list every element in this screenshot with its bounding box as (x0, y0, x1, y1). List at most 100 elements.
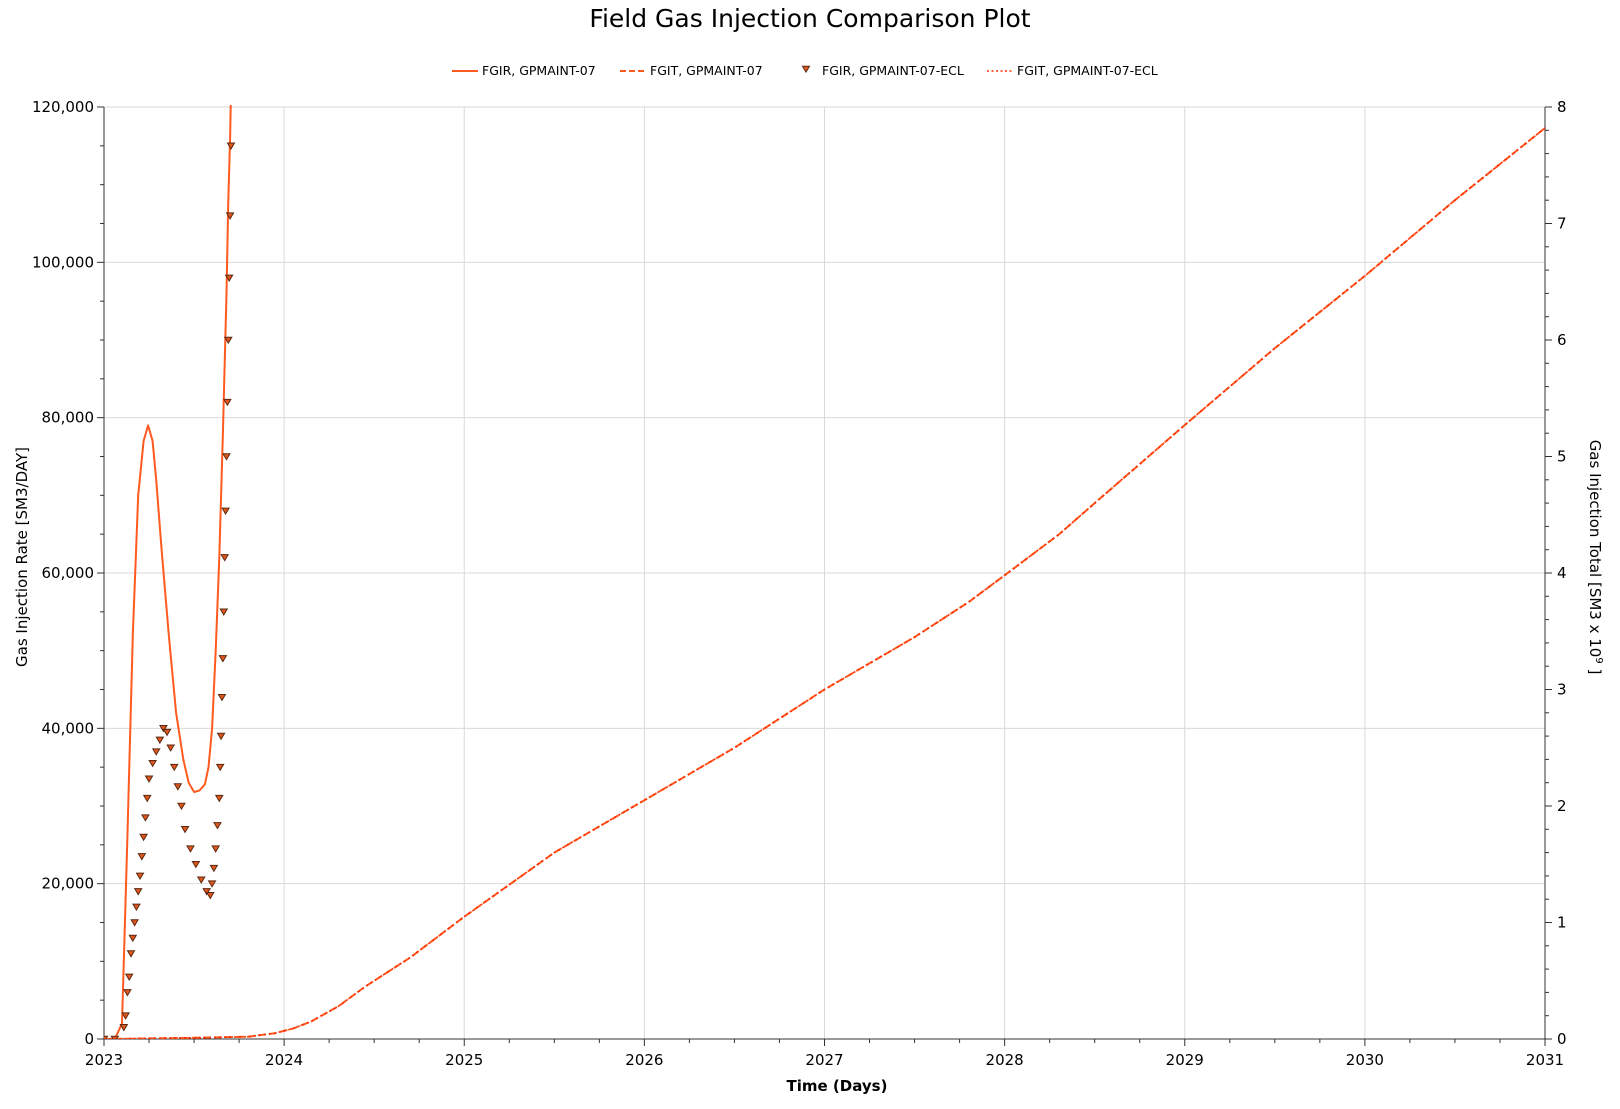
data-point-marker (132, 903, 141, 912)
y-right-tick-label: 8 (1557, 98, 1567, 116)
legend-item: FGIR, GPMAINT-07 (452, 63, 596, 78)
y-right-tick-label: 7 (1557, 215, 1567, 233)
x-tick-label: 2031 (1526, 1051, 1564, 1069)
data-point-marker (223, 336, 233, 345)
data-point-marker (226, 142, 236, 150)
data-point-marker (196, 876, 206, 884)
y-axis-right-title-main: Gas Injection Total [SM3 x 10 (1586, 440, 1604, 658)
data-point-marker (217, 693, 227, 702)
x-tick-label: 2026 (625, 1051, 663, 1069)
data-point-marker (148, 759, 158, 768)
y-left-tick-label: 120,000 (32, 98, 94, 116)
data-point-marker (207, 880, 217, 888)
legend-item: FGIT, GPMAINT-07 (620, 63, 763, 78)
y-right-tick-label: 6 (1557, 331, 1567, 349)
data-point-marker (141, 814, 150, 822)
series-3 (104, 142, 236, 1039)
legend-label: FGIT, GPMAINT-07-ECL (1017, 63, 1158, 78)
data-point-marker (213, 822, 222, 830)
x-tick-label: 2023 (85, 1051, 123, 1069)
data-point-marker (169, 763, 179, 772)
ticks: 2023 2024 2025 2026 2027 2028 2029 2030 2031020,… (32, 98, 1567, 1069)
data-point-marker (162, 728, 172, 737)
data-point-marker (133, 888, 143, 896)
y-axis-right-title-end: ] (1586, 664, 1604, 675)
data-point-marker (139, 833, 149, 842)
y-right-tick-label: 0 (1557, 1030, 1567, 1048)
data-point-marker (209, 864, 219, 873)
series-4 (104, 127, 1545, 1039)
data-point-marker (135, 872, 145, 881)
data-point-marker (221, 507, 230, 516)
x-tick-label: 2030 (1346, 1051, 1384, 1069)
data-point-marker (224, 274, 234, 283)
y-left-tick-label: 0 (84, 1030, 94, 1048)
data-point-marker (137, 853, 147, 861)
series-line (104, 127, 1545, 1039)
data-point-marker (121, 1012, 130, 1020)
y-axis-left-title: Gas Injection Rate [SM3/DAY] (13, 447, 31, 667)
data-point-marker (155, 736, 165, 745)
data-point-marker (215, 763, 225, 772)
legend-label: FGIR, GPMAINT-07-ECL (822, 63, 964, 78)
data-point-marker (144, 775, 154, 783)
legend: FGIR, GPMAINT-07 FGIT, GPMAINT-07 FGIR, GP… (452, 63, 1158, 78)
y-right-tick-label: 4 (1557, 564, 1567, 582)
data-point-marker (142, 794, 152, 803)
data-point-marker (159, 725, 168, 733)
data-point-marker (110, 1035, 120, 1039)
data-point-marker (218, 655, 228, 663)
data-point-marker (191, 860, 201, 869)
y-left-tick-label: 60,000 (42, 564, 95, 582)
x-tick-label: 2025 (445, 1051, 483, 1069)
data-point-marker (225, 212, 235, 220)
data-point-marker (186, 845, 195, 853)
data-point-marker (123, 989, 132, 997)
legend-label: FGIT, GPMAINT-07 (650, 63, 763, 78)
y-right-tick-label: 2 (1557, 797, 1567, 815)
data-point-marker (211, 845, 221, 853)
x-axis-title: Time (Days) (787, 1077, 888, 1095)
legend-marker (801, 65, 811, 74)
series-1 (104, 105, 232, 1039)
y-right-tick-label: 5 (1557, 448, 1567, 466)
data-point-marker (130, 919, 139, 927)
y-left-tick-label: 20,000 (42, 875, 95, 893)
y-axis-right-title-exponent: 9 (1593, 657, 1604, 663)
data-point-marker (219, 608, 229, 616)
legend-item: FGIR, GPMAINT-07-ECL (801, 63, 964, 78)
x-tick-label: 2029 (1166, 1051, 1204, 1069)
data-point-marker (216, 732, 226, 741)
data-point-marker (119, 1024, 129, 1032)
y-right-tick-label: 1 (1557, 914, 1567, 932)
data-point-marker (177, 802, 186, 811)
data-point-marker (173, 783, 183, 791)
data-point-marker (151, 748, 161, 756)
data-point-marker (126, 950, 136, 958)
legend-item: FGIT, GPMAINT-07-ECL (987, 63, 1158, 78)
y-axis-right-title: Gas Injection Total [SM3 x 109 ] (1586, 440, 1604, 675)
series-line (104, 105, 232, 1039)
data-point-marker (180, 826, 190, 834)
data-point-marker (222, 453, 231, 461)
x-tick-label: 2028 (986, 1051, 1024, 1069)
y-left-tick-label: 100,000 (32, 253, 94, 271)
y-right-tick-label: 3 (1557, 681, 1567, 699)
data-point-marker (166, 744, 176, 752)
data-point-marker (223, 398, 232, 407)
x-tick-label: 2027 (805, 1051, 843, 1069)
data-point-marker (124, 973, 134, 982)
chart-title: Field Gas Injection Comparison Plot (589, 4, 1030, 33)
legend-label: FGIR, GPMAINT-07 (482, 63, 596, 78)
data-point-marker (128, 934, 138, 943)
y-left-tick-label: 80,000 (42, 409, 95, 427)
series-layer (104, 105, 1545, 1039)
data-point-marker (220, 554, 230, 562)
data-point-marker (205, 892, 215, 900)
data-point-marker (202, 888, 212, 896)
y-left-tick-label: 40,000 (42, 719, 95, 737)
x-tick-label: 2024 (265, 1051, 303, 1069)
